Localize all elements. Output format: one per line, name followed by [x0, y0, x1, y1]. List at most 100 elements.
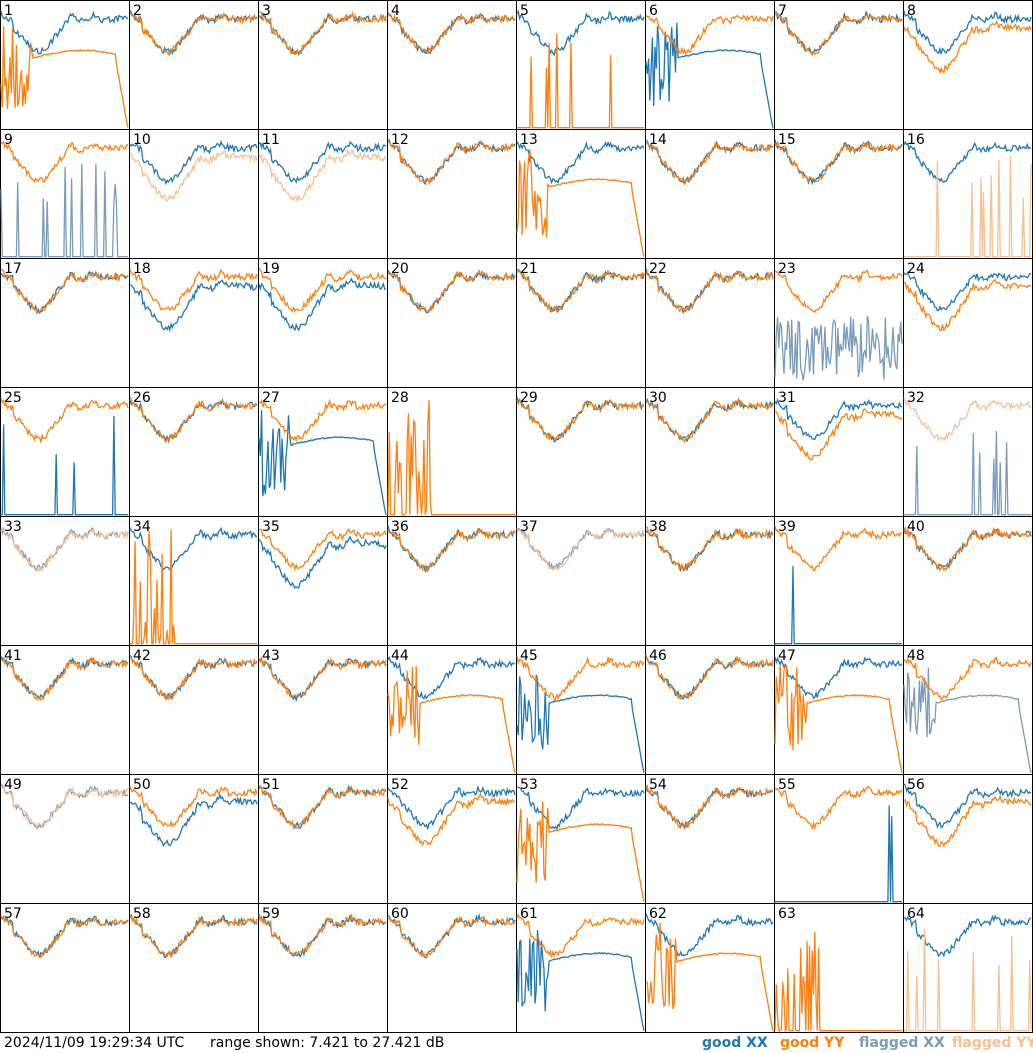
series-xx-line [903, 140, 1032, 183]
panel-9: 9 [0, 129, 130, 259]
series-xx-line [516, 930, 645, 1031]
panel-2: 2 [129, 0, 259, 130]
series-xx-line [903, 667, 1032, 773]
series-xx-line [1, 415, 128, 516]
panel-label: 63 [778, 906, 796, 922]
panel-label: 26 [133, 390, 151, 406]
panel-label: 17 [4, 261, 22, 277]
panel-label: 8 [907, 3, 916, 19]
panel-label: 58 [133, 906, 151, 922]
panel-label: 41 [4, 648, 22, 664]
series-xx-line [387, 785, 516, 831]
panel-29: 29 [516, 387, 646, 517]
series-yy-line [774, 269, 903, 313]
series-xx-line [516, 9, 645, 57]
series-yy-line [387, 400, 515, 516]
panel-label: 15 [778, 132, 796, 148]
panel-56: 56 [903, 774, 1033, 904]
series-yy-line [645, 526, 774, 573]
legend-flagged-xx: flagged XX [859, 1035, 945, 1051]
series-xx-line [258, 656, 387, 703]
series-yy-line [645, 270, 774, 314]
panel-label: 45 [520, 648, 538, 664]
panel-53: 53 [516, 774, 646, 904]
panel-frame [129, 645, 259, 775]
series-xx-line [258, 140, 387, 184]
panel-label: 42 [133, 648, 151, 664]
panel-frame [0, 387, 130, 517]
series-yy-line [774, 786, 903, 831]
series-yy-line [774, 525, 903, 572]
panel-label: 39 [778, 519, 796, 535]
series-yy-line [129, 786, 258, 829]
panel-39: 39 [774, 516, 904, 646]
series-yy-line [130, 529, 257, 645]
panel-64: 64 [903, 903, 1033, 1033]
series-yy-line [0, 26, 129, 128]
panel-49: 49 [0, 774, 130, 904]
series-yy-line [516, 398, 645, 442]
panel-label: 20 [391, 261, 409, 277]
series-xx-line [645, 22, 774, 128]
series-xx-line [903, 783, 1032, 829]
series-yy-line [516, 526, 645, 571]
series-yy-line [645, 783, 774, 829]
panel-52: 52 [387, 774, 517, 904]
series-yy-line [258, 785, 387, 830]
panel-40: 40 [903, 516, 1033, 646]
panel-20: 20 [387, 258, 517, 388]
series-yy-line [517, 33, 644, 129]
panel-27: 27 [258, 387, 388, 517]
panel-label: 7 [778, 3, 787, 19]
footer: 2024/11/09 19:29:34 UTC range shown: 7.4… [0, 1033, 1033, 1053]
range-text: range shown: 7.421 to 27.421 dB [210, 1035, 445, 1051]
panel-frame [903, 516, 1033, 646]
panel-frame [129, 129, 259, 259]
series-yy-line [129, 12, 258, 56]
panel-18: 18 [129, 258, 259, 388]
series-yy-line [387, 138, 516, 186]
panel-label: 1 [4, 3, 13, 19]
series-yy-line [645, 654, 774, 701]
panel-label: 37 [520, 519, 538, 535]
series-yy-line [258, 657, 387, 698]
panel-22: 22 [645, 258, 775, 388]
series-xx-line [387, 655, 516, 700]
series-yy-line [0, 397, 129, 445]
series-yy-line [516, 655, 645, 702]
series-xx-line [129, 279, 258, 332]
panel-label: 53 [520, 777, 538, 793]
panel-label: 5 [520, 3, 529, 19]
panel-frame [645, 516, 775, 646]
panel-63: 63 [774, 903, 904, 1033]
series-yy-line [258, 267, 387, 314]
series-yy-line [774, 140, 903, 183]
panel-frame [903, 0, 1033, 130]
panel-62: 62 [645, 903, 775, 1033]
legend-flagged-yy: flagged YY [952, 1035, 1033, 1051]
panel-35: 35 [258, 516, 388, 646]
panel-25: 25 [0, 387, 130, 517]
panel-1: 1 [0, 0, 130, 130]
panel-42: 42 [129, 645, 259, 775]
panel-37: 37 [516, 516, 646, 646]
series-yy-line [387, 792, 516, 847]
panel-frame [0, 516, 130, 646]
panel-36: 36 [387, 516, 517, 646]
series-yy-line [774, 931, 902, 1033]
series-yy-line [129, 268, 258, 312]
series-xx-line [775, 565, 902, 645]
panel-frame [645, 129, 775, 259]
series-yy-line [645, 141, 774, 185]
panel-label: 12 [391, 132, 409, 148]
panel-41: 41 [0, 645, 130, 775]
panel-48: 48 [903, 645, 1033, 775]
series-xx-line [774, 397, 903, 441]
series-xx-line [129, 139, 258, 186]
series-xx-line [129, 9, 258, 57]
series-yy-line [387, 915, 516, 958]
series-xx-line [645, 528, 774, 573]
panel-4: 4 [387, 0, 517, 130]
panel-28: 28 [387, 387, 517, 517]
panel-54: 54 [645, 774, 775, 904]
